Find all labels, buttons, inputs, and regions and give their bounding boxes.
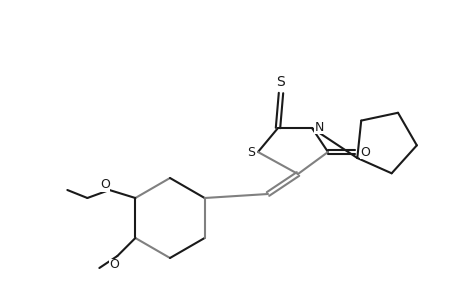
Text: N: N [313, 121, 323, 134]
Text: O: O [109, 259, 119, 272]
Text: O: O [359, 146, 369, 158]
Text: S: S [276, 75, 285, 89]
Text: S: S [246, 146, 254, 158]
Text: O: O [100, 178, 110, 191]
